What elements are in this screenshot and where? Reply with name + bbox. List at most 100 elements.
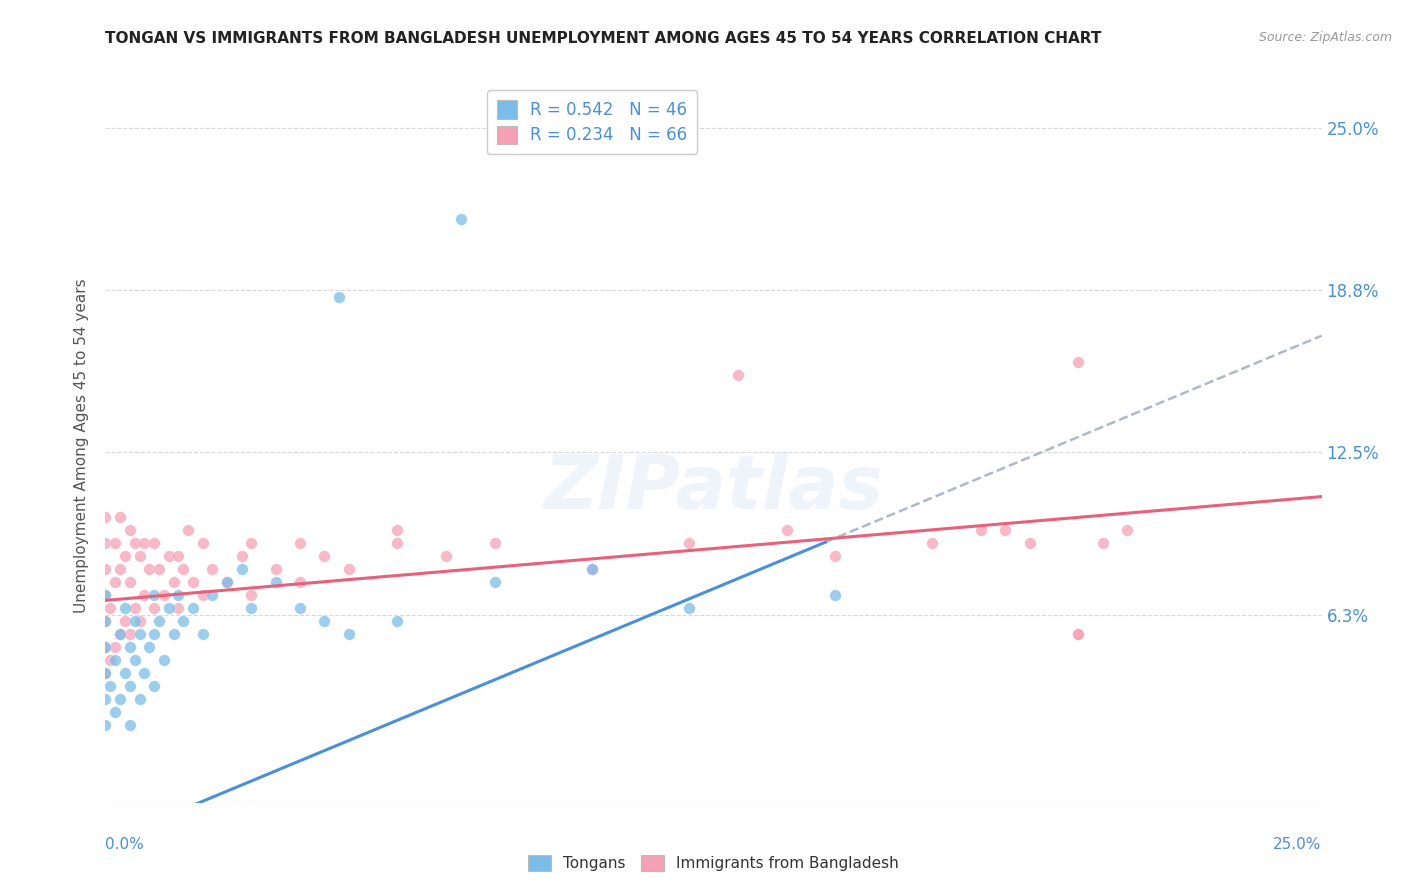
Point (94, 640, 117, 654)
Point (98, 653, 121, 667)
Point (128, 692, 150, 706)
Point (172, 614, 194, 628)
Point (824, 588, 846, 602)
Point (94, 692, 117, 706)
Point (217, 575, 239, 590)
Point (134, 588, 156, 602)
Point (231, 549, 253, 564)
Point (191, 627, 214, 641)
Point (240, 588, 263, 602)
Legend: Tongans, Immigrants from Bangladesh: Tongans, Immigrants from Bangladesh (522, 849, 905, 877)
Point (484, 575, 506, 590)
Point (314, 614, 336, 628)
Point (94, 536, 117, 550)
Point (162, 627, 184, 641)
Point (94, 718, 117, 732)
Point (167, 549, 190, 564)
Point (94, 666, 117, 681)
Point (128, 614, 150, 628)
Point (581, 562, 603, 576)
Point (201, 562, 224, 576)
Point (387, 536, 409, 550)
Point (143, 536, 166, 550)
Point (167, 588, 190, 602)
Point (134, 666, 156, 681)
Y-axis label: Unemployment Among Ages 45 to 54 years: Unemployment Among Ages 45 to 54 years (75, 278, 90, 614)
Point (450, 211, 472, 226)
Point (434, 549, 457, 564)
Point (231, 562, 253, 576)
Point (148, 562, 170, 576)
Text: ZIPatlas: ZIPatlas (544, 452, 883, 525)
Point (387, 524, 409, 538)
Point (1116, 524, 1139, 538)
Point (104, 705, 127, 719)
Point (108, 562, 131, 576)
Point (143, 627, 166, 641)
Point (124, 653, 146, 667)
Point (288, 575, 311, 590)
Point (108, 627, 131, 641)
Point (314, 549, 336, 564)
Point (328, 290, 350, 304)
Point (94, 640, 117, 654)
Point (108, 510, 131, 524)
Point (114, 666, 136, 681)
Point (94, 614, 117, 628)
Point (124, 601, 146, 615)
Text: Source: ZipAtlas.com: Source: ZipAtlas.com (1258, 31, 1392, 45)
Point (678, 601, 700, 615)
Point (118, 679, 141, 693)
Point (288, 536, 311, 550)
Point (264, 575, 287, 590)
Point (678, 536, 700, 550)
Text: TONGAN VS IMMIGRANTS FROM BANGLADESH UNEMPLOYMENT AMONG AGES 45 TO 54 YEARS CORR: TONGAN VS IMMIGRANTS FROM BANGLADESH UNE… (105, 31, 1102, 46)
Point (118, 575, 141, 590)
Point (94, 588, 117, 602)
Point (337, 562, 360, 576)
Point (118, 627, 141, 641)
Point (94, 666, 117, 681)
Point (162, 575, 184, 590)
Point (775, 524, 797, 538)
Point (114, 549, 136, 564)
Point (104, 536, 127, 550)
Point (114, 614, 136, 628)
Point (148, 614, 170, 628)
Point (970, 524, 993, 538)
Point (98, 601, 121, 615)
Point (191, 536, 214, 550)
Point (181, 575, 204, 590)
Point (128, 627, 150, 641)
Point (181, 601, 204, 615)
Point (134, 536, 156, 550)
Point (114, 601, 136, 615)
Point (172, 562, 194, 576)
Text: 0.0%: 0.0% (105, 838, 145, 852)
Point (128, 549, 150, 564)
Point (191, 588, 214, 602)
Point (118, 524, 141, 538)
Text: 25.0%: 25.0% (1274, 838, 1322, 852)
Point (264, 562, 287, 576)
Point (138, 640, 160, 654)
Point (240, 601, 263, 615)
Point (118, 640, 141, 654)
Point (167, 601, 190, 615)
Point (824, 549, 846, 564)
Point (217, 575, 239, 590)
Point (337, 627, 360, 641)
Point (124, 614, 146, 628)
Point (104, 653, 127, 667)
Point (177, 524, 200, 538)
Point (104, 640, 127, 654)
Point (124, 536, 146, 550)
Point (484, 536, 506, 550)
Point (387, 614, 409, 628)
Point (1067, 627, 1090, 641)
Point (108, 627, 131, 641)
Point (1067, 354, 1090, 368)
Point (108, 692, 131, 706)
Point (153, 588, 176, 602)
Point (104, 575, 127, 590)
